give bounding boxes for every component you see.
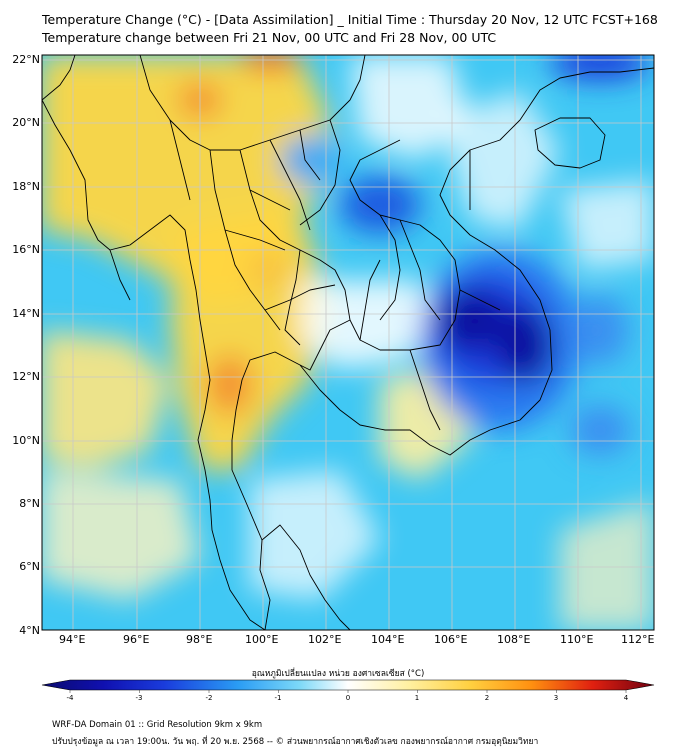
lon-label-100e: 100°E bbox=[245, 633, 279, 646]
lat-label-4n: 4°N bbox=[19, 624, 40, 637]
lat-label-10n: 10°N bbox=[12, 434, 40, 447]
colorbar-tick: -1 bbox=[274, 694, 282, 702]
colorbar-ticks bbox=[69, 690, 627, 693]
colorbar-tick: -4 bbox=[66, 694, 74, 702]
colorbar-tick: -3 bbox=[135, 694, 143, 702]
colorbar-tick: 4 bbox=[623, 694, 629, 702]
lon-label-102e: 102°E bbox=[308, 633, 342, 646]
temperature-field bbox=[42, 55, 654, 630]
lon-label-98e: 98°E bbox=[186, 633, 213, 646]
lat-label-6n: 6°N bbox=[19, 560, 40, 573]
colorbar bbox=[41, 679, 655, 691]
lon-label-94e: 94°E bbox=[59, 633, 86, 646]
lat-label-16n: 16°N bbox=[12, 243, 40, 256]
lon-label-96e: 96°E bbox=[123, 633, 150, 646]
lon-label-104e: 104°E bbox=[371, 633, 405, 646]
lat-label-18n: 18°N bbox=[12, 180, 40, 193]
lat-label-22n: 22°N bbox=[12, 53, 40, 66]
lat-label-14n: 14°N bbox=[12, 307, 40, 320]
lon-label-110e: 110°E bbox=[560, 633, 594, 646]
colorbar-tick: 0 bbox=[345, 694, 351, 702]
colorbar-tick: 2 bbox=[484, 694, 490, 702]
update-credit: ปรับปรุงข้อมูล ณ เวลา 19:00น. วัน พฤ. ที… bbox=[52, 737, 539, 747]
lat-label-20n: 20°N bbox=[12, 116, 40, 129]
lon-label-108e: 108°E bbox=[497, 633, 531, 646]
coastlines-borders bbox=[42, 55, 654, 630]
lon-label-112e: 112°E bbox=[621, 633, 655, 646]
map-title: Temperature Change (°C) - [Data Assimila… bbox=[42, 12, 658, 27]
plot-frame bbox=[41, 54, 655, 631]
model-info: WRF-DA Domain 01 :: Grid Resolution 9km … bbox=[52, 720, 263, 730]
colorbar-tick: 1 bbox=[414, 694, 420, 702]
colorbar-tick: 3 bbox=[553, 694, 559, 702]
map-subtitle: Temperature change between Fri 21 Nov, 0… bbox=[42, 30, 497, 45]
colorbar-title: อุณหภูมิเปลี่ยนแปลง หน่วย องศาเซลเซียส (… bbox=[251, 669, 425, 679]
colorbar-tick: -2 bbox=[205, 694, 213, 702]
lat-label-12n: 12°N bbox=[12, 370, 40, 383]
lon-label-106e: 106°E bbox=[434, 633, 468, 646]
lat-label-8n: 8°N bbox=[19, 497, 40, 510]
graticule bbox=[42, 55, 654, 630]
